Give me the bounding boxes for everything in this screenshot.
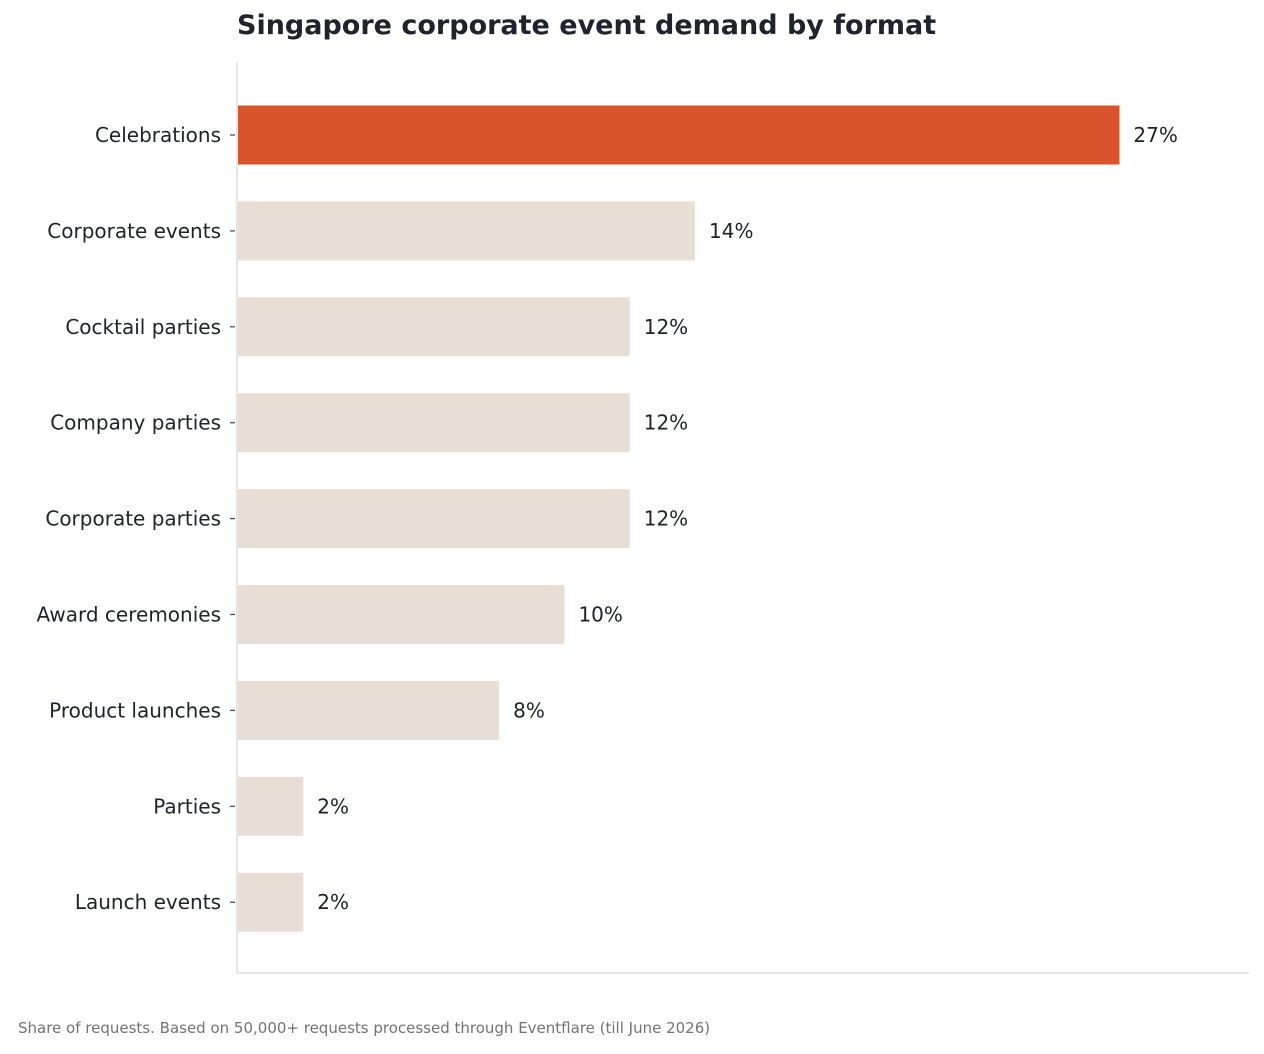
- value-label-5: 10%: [578, 603, 622, 627]
- category-label-8: Launch events: [75, 890, 221, 914]
- chart-title: Singapore corporate event demand by form…: [237, 10, 937, 41]
- bars-group: Celebrations 27% Corporate events 14% Cockta…: [37, 105, 1178, 932]
- bar-5: [238, 585, 565, 644]
- bar-8: [238, 872, 304, 932]
- value-label-3: 12%: [644, 411, 688, 435]
- value-label-8: 2%: [317, 890, 349, 914]
- bar-2: [238, 297, 630, 357]
- value-label-2: 12%: [644, 315, 688, 339]
- bar-7: [238, 776, 304, 836]
- bar-1: [238, 201, 696, 261]
- bar-4: [238, 489, 630, 549]
- category-label-0: Celebrations: [95, 123, 221, 147]
- category-label-5: Award ceremonies: [37, 603, 221, 627]
- category-label-2: Cocktail parties: [65, 315, 221, 339]
- category-label-1: Corporate events: [47, 219, 221, 243]
- value-label-7: 2%: [317, 794, 349, 818]
- category-label-6: Product launches: [49, 698, 221, 722]
- chart-footnote: Share of requests. Based on 50,000+ requ…: [18, 1019, 711, 1037]
- value-label-0: 27%: [1133, 123, 1177, 147]
- category-label-7: Parties: [153, 794, 221, 818]
- bar-6: [238, 680, 500, 740]
- bar-3: [238, 393, 630, 453]
- value-label-4: 12%: [644, 507, 688, 531]
- category-label-3: Company parties: [50, 411, 221, 435]
- value-label-1: 14%: [709, 219, 753, 243]
- bar-0: [238, 105, 1120, 165]
- value-label-6: 8%: [513, 698, 545, 722]
- category-label-4: Corporate parties: [45, 507, 221, 531]
